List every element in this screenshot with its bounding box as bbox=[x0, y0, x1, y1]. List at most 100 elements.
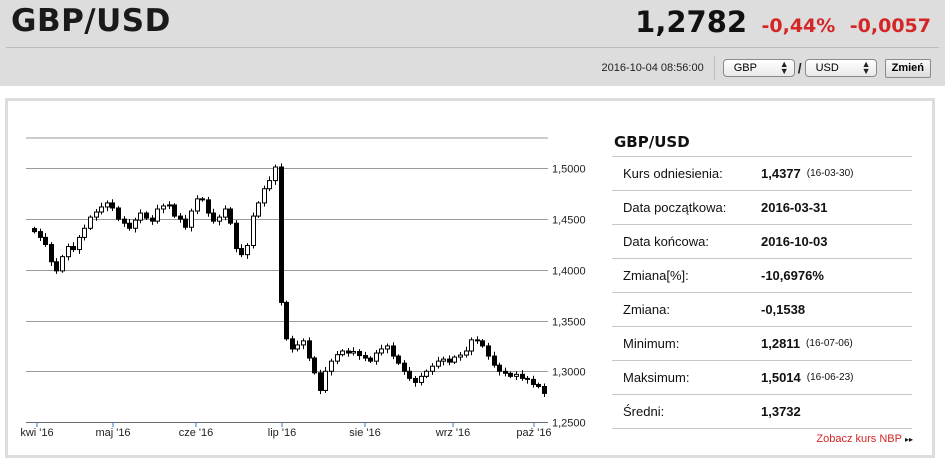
quote-timestamp: 2016-10-04 08:56:00 bbox=[601, 62, 704, 74]
candle-body-up bbox=[469, 339, 474, 352]
stat-value: 2016-03-31 bbox=[761, 200, 828, 215]
candle-body-down bbox=[71, 246, 76, 251]
to-currency-select[interactable]: USD ▲ ▼ bbox=[804, 59, 877, 77]
candle-body-down bbox=[234, 222, 239, 250]
change-currency-button[interactable]: Zmień bbox=[884, 58, 931, 78]
candle-body-up bbox=[189, 210, 194, 228]
candle-body-up bbox=[430, 365, 435, 372]
candle-body-down bbox=[38, 231, 43, 238]
candle-body-up bbox=[217, 216, 222, 222]
y-tick-label: 1,3000 bbox=[552, 367, 586, 379]
stat-value: 2016-10-03 bbox=[761, 234, 828, 249]
nbp-rate-link[interactable]: Zobacz kurs NBP ▸▸ bbox=[816, 433, 913, 445]
candle-body-down bbox=[144, 212, 149, 219]
candle-body-down bbox=[110, 202, 115, 209]
candle-body-up bbox=[256, 202, 261, 217]
double-arrow-icon: ▸▸ bbox=[904, 435, 913, 444]
x-tick-label: maj '16 bbox=[95, 427, 130, 439]
candle-body-up bbox=[77, 236, 82, 251]
candle-body-down bbox=[211, 212, 216, 222]
y-tick-label: 1,5000 bbox=[552, 164, 586, 176]
from-currency-select[interactable]: GBP ▲ ▼ bbox=[722, 59, 795, 77]
candle-body-down bbox=[486, 345, 491, 357]
candle-body-down bbox=[542, 386, 547, 394]
x-tick-label: sie '16 bbox=[349, 427, 380, 439]
candle-body-up bbox=[419, 375, 424, 383]
candle-body-down bbox=[127, 222, 132, 229]
candle-body-down bbox=[396, 355, 401, 364]
candle-body-up bbox=[66, 246, 71, 258]
header-divider bbox=[6, 47, 939, 48]
y-tick-label: 1,4500 bbox=[552, 215, 586, 227]
candle-body-down bbox=[407, 370, 412, 379]
candle-body-down bbox=[307, 340, 312, 359]
candle-body-down bbox=[150, 217, 155, 222]
side-title: GBP/USD bbox=[614, 133, 690, 151]
stat-value: 1,3732 bbox=[761, 404, 801, 419]
stat-row: Kurs odniesienia: 1,4377 (16-03-30) bbox=[612, 157, 912, 191]
currency-slash: / bbox=[797, 60, 802, 76]
candle-body-down bbox=[536, 383, 541, 388]
candle-body-down bbox=[480, 340, 485, 347]
candle-body-down bbox=[32, 228, 37, 233]
candle-body-up bbox=[82, 227, 87, 238]
candle-body-down bbox=[279, 166, 284, 303]
candle-body-up bbox=[335, 354, 340, 362]
candle-body-up bbox=[88, 216, 93, 229]
change-absolute: -0,0057 bbox=[849, 15, 931, 37]
candle-body-down bbox=[346, 350, 351, 354]
candle-body-up bbox=[301, 340, 306, 346]
x-tick-label: lip '16 bbox=[268, 427, 296, 439]
candle-body-up bbox=[133, 219, 138, 229]
candle-body-up bbox=[60, 256, 65, 272]
candle-body-down bbox=[363, 355, 368, 359]
candle-body-up bbox=[105, 202, 110, 208]
candle-body-down bbox=[312, 357, 317, 374]
stat-label: Minimum: bbox=[623, 336, 680, 351]
candle-body-up bbox=[167, 204, 172, 207]
x-tick-label: cze '16 bbox=[179, 427, 214, 439]
candle-body-up bbox=[340, 350, 345, 356]
candle-body-up bbox=[374, 352, 379, 362]
stat-date: (16-03-30) bbox=[806, 168, 854, 179]
candle-body-down bbox=[183, 218, 188, 228]
stat-value: 1,2811 bbox=[761, 336, 801, 351]
stat-value: -10,6976% bbox=[761, 268, 824, 283]
candle-body-up bbox=[351, 351, 356, 354]
candle-body-down bbox=[508, 372, 513, 377]
candle-body-down bbox=[116, 207, 121, 220]
candle-body-down bbox=[206, 199, 211, 214]
from-currency-value: GBP bbox=[733, 62, 757, 74]
candle-body-up bbox=[464, 350, 469, 356]
candle-body-down bbox=[239, 248, 244, 256]
x-tick-label: kwi '16 bbox=[20, 427, 53, 439]
candle-body-down bbox=[178, 215, 183, 220]
candle-body-down bbox=[122, 218, 127, 224]
stat-label: Data końcowa: bbox=[623, 234, 709, 249]
candle-body-down bbox=[475, 339, 480, 342]
candle-body-down bbox=[447, 358, 452, 363]
current-rate: 1,2782 bbox=[635, 5, 748, 39]
candle-body-down bbox=[531, 378, 536, 385]
stats-table: Kurs odniesienia: 1,4377 (16-03-30) Data po… bbox=[612, 157, 912, 429]
stat-row: Data końcowa: 2016-10-03 bbox=[612, 225, 912, 259]
change-percent: -0,44% bbox=[761, 15, 836, 37]
stat-value: 1,4377 bbox=[761, 166, 801, 181]
candle-body-down bbox=[391, 345, 396, 357]
stat-value: 1,5014 bbox=[761, 370, 801, 385]
candle-body-down bbox=[503, 370, 508, 374]
candle-body-down bbox=[54, 261, 59, 272]
y-tick-label: 1,3500 bbox=[552, 317, 586, 329]
candle-body-up bbox=[267, 180, 272, 190]
currency-toolbar: 2016-10-04 08:56:00 GBP ▲ ▼ / USD ▲ ▼ Zmie… bbox=[602, 55, 931, 81]
to-currency-value: USD bbox=[815, 62, 839, 74]
candle-body-down bbox=[497, 364, 502, 372]
candle-body-down bbox=[413, 377, 418, 383]
stat-date: (16-07-06) bbox=[806, 338, 853, 349]
candle-body-up bbox=[436, 360, 441, 367]
y-tick-label: 1,4000 bbox=[552, 266, 586, 278]
y-tick-label: 1,2500 bbox=[552, 418, 586, 430]
candlestick-chart: 1,5000 1,4500 1,4000 1,3500 1,3000 1,2500 kwi … bbox=[20, 137, 586, 439]
candle-body-down bbox=[357, 351, 362, 357]
candle-body-up bbox=[161, 205, 166, 210]
